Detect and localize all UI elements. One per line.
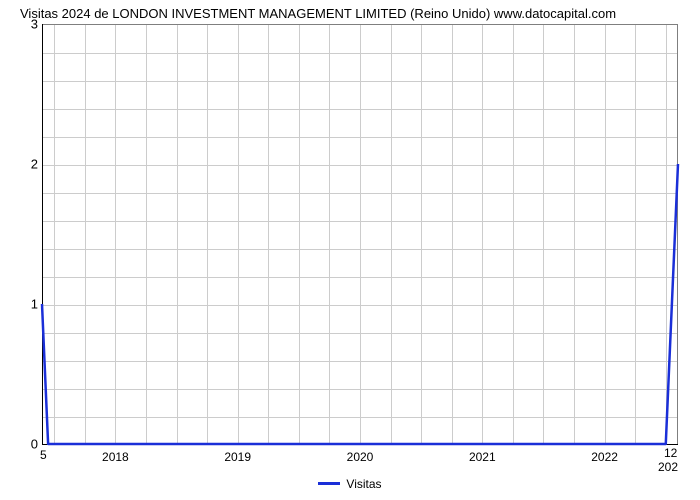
- x-tick-label: 2020: [347, 450, 374, 464]
- x-corner-right-top: 12: [664, 446, 677, 460]
- x-tick-label: 2018: [102, 450, 129, 464]
- x-corner-left: 5: [40, 448, 47, 462]
- legend-swatch: [318, 482, 340, 485]
- chart-series: [42, 24, 678, 444]
- y-tick-label: 2: [8, 157, 38, 172]
- x-tick-label: 2019: [224, 450, 251, 464]
- x-tick-label: 2021: [469, 450, 496, 464]
- y-tick-label: 0: [8, 437, 38, 452]
- legend-label: Visitas: [346, 477, 381, 491]
- chart-title: Visitas 2024 de LONDON INVESTMENT MANAGE…: [20, 6, 616, 21]
- y-tick-label: 3: [8, 17, 38, 32]
- chart-container: Visitas 2024 de LONDON INVESTMENT MANAGE…: [0, 0, 700, 500]
- x-tick-label: 2022: [591, 450, 618, 464]
- legend-item: Visitas: [318, 477, 381, 491]
- y-tick-label: 1: [8, 297, 38, 312]
- legend: Visitas: [0, 472, 700, 491]
